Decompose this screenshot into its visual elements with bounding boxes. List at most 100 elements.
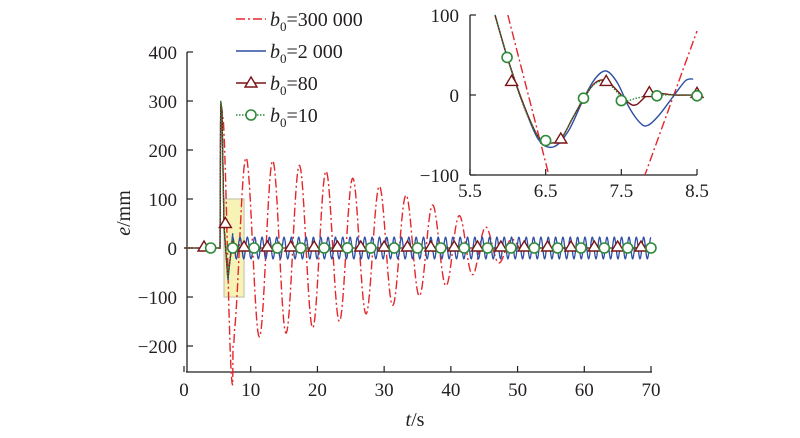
- marker-b0-10: [458, 242, 471, 254]
- inset-marker-b0-80: [598, 74, 614, 87]
- legend-label: b0=80: [270, 73, 318, 98]
- marker-b0-10: [528, 242, 541, 254]
- x-tick-label: 50: [508, 380, 527, 401]
- inset-marker-b0-10: [615, 94, 628, 107]
- legend-label: b0=300 000: [270, 9, 363, 34]
- legend-circle-marker: [245, 109, 257, 121]
- inset-marker-b0-80: [553, 131, 569, 144]
- legend-label: b0=2 000: [270, 41, 343, 66]
- legend-item: b0=300 000: [236, 9, 363, 34]
- x-tick-label: 10: [241, 380, 260, 401]
- marker-b0-80: [540, 239, 555, 252]
- marker-b0-10: [341, 242, 354, 254]
- x-axis-title-symbol: t: [406, 409, 412, 431]
- y-tick-label: 200: [149, 141, 178, 162]
- marker-b0-80: [218, 216, 233, 229]
- x-axis-title-unit: /s: [411, 409, 425, 431]
- inset-x-tick-label: 7.5: [609, 181, 633, 202]
- marker-b0-80: [470, 239, 485, 252]
- inset-series-b0-2000-line: [494, 14, 694, 149]
- marker-b0-10: [505, 242, 517, 254]
- x-tick-label: 60: [575, 380, 594, 401]
- y-tick-label: 100: [149, 190, 178, 211]
- legend-subscript: 0: [280, 19, 287, 34]
- marker-b0-80: [610, 239, 625, 252]
- marker-b0-10: [551, 242, 564, 254]
- marker-b0-10: [271, 242, 284, 254]
- legend-item: b0=2 000: [236, 41, 343, 66]
- inset-x-tick-label: 5.5: [458, 181, 482, 202]
- marker-b0-80: [587, 239, 602, 252]
- x-tick-label: 20: [308, 380, 327, 401]
- marker-b0-10: [575, 242, 587, 254]
- x-tick-label: 30: [375, 380, 394, 401]
- series-b0-2000-line: [184, 100, 652, 280]
- marker-b0-10: [481, 242, 494, 254]
- marker-b0-10: [364, 242, 377, 254]
- y-tick-label: 0: [168, 239, 178, 260]
- marker-b0-80: [633, 239, 649, 252]
- legend-item: b0=80: [236, 73, 318, 98]
- inset-plot: −100 0 100 5.5 6.5 7.5 8.5: [420, 6, 709, 202]
- legend-subscript: 0: [280, 115, 287, 130]
- y-tick-label: −100: [138, 288, 177, 309]
- y-tick-label: 300: [149, 92, 178, 113]
- y-tick-label: 400: [149, 43, 178, 64]
- x-tick-label: 0: [179, 380, 189, 401]
- inset-y-tick-label: −100: [420, 166, 459, 187]
- marker-b0-10: [598, 242, 611, 254]
- inset-series-b0-10-line: [494, 14, 698, 144]
- legend-label: b0=10: [270, 105, 318, 130]
- marker-b0-10: [388, 242, 400, 254]
- inset-y-tick-label: 0: [450, 86, 460, 107]
- legend-triangle-marker: [243, 75, 259, 88]
- legend-value: =2 000: [287, 41, 343, 63]
- inset-y-tick-label: 100: [431, 6, 460, 27]
- marker-b0-80: [330, 239, 345, 252]
- inset-x-tick-label: 8.5: [685, 181, 709, 202]
- marker-b0-10: [294, 242, 307, 254]
- marker-b0-10: [411, 242, 424, 254]
- legend-value: =80: [287, 73, 318, 95]
- marker-b0-80: [236, 239, 252, 252]
- legend-subscript: 0: [280, 83, 287, 98]
- x-tick-label: 40: [441, 380, 460, 401]
- legend-symbol: b: [270, 105, 280, 127]
- main-plot: −200 −100 0 100 200 300 400 0 10 20 30 40 50 60 70: [138, 43, 661, 401]
- y-axis-title-unit: /mm: [113, 190, 135, 227]
- inset-marker-b0-10: [501, 51, 513, 64]
- y-tick-label: −200: [138, 337, 177, 358]
- marker-b0-10: [435, 242, 447, 254]
- marker-b0-10: [204, 242, 217, 254]
- marker-b0-80: [306, 239, 322, 252]
- marker-b0-10: [318, 242, 330, 254]
- legend-value: =10: [287, 105, 318, 127]
- marker-b0-80: [446, 239, 462, 252]
- legend-item: b0=10: [236, 105, 318, 130]
- legend-subscript: 0: [280, 51, 287, 66]
- marker-b0-80: [423, 239, 439, 252]
- marker-b0-80: [400, 239, 415, 252]
- legend-symbol: b: [270, 41, 280, 63]
- inset-series-b0-300000-line: [507, 14, 698, 175]
- legend-value: =300 000: [287, 9, 363, 31]
- marker-b0-10: [621, 242, 634, 254]
- marker-b0-80: [353, 239, 369, 252]
- marker-b0-10: [226, 242, 239, 254]
- inset-x-tick-label: 6.5: [534, 181, 558, 202]
- y-axis-title: e/mm: [113, 190, 135, 236]
- marker-b0-80: [493, 239, 509, 252]
- legend-symbol: b: [270, 9, 280, 31]
- x-axis-title: t/s: [406, 409, 425, 431]
- inset-marker-b0-10: [577, 92, 590, 104]
- legend-symbol: b: [270, 73, 280, 95]
- marker-b0-80: [563, 239, 579, 252]
- marker-b0-80: [283, 239, 298, 252]
- x-tick-label: 70: [642, 380, 661, 401]
- marker-b0-80: [376, 239, 392, 252]
- inset-marker-b0-10: [651, 90, 663, 102]
- inset-marker-b0-10: [691, 90, 703, 102]
- marker-b0-10: [248, 242, 260, 254]
